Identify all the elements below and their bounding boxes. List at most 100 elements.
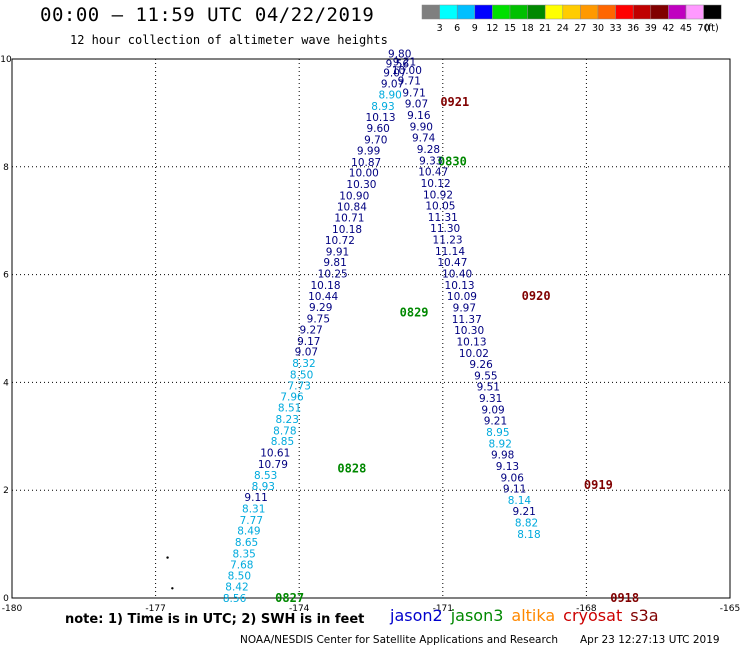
wave-height-value: 8.14 (508, 495, 532, 507)
time-label: 0918 (610, 591, 639, 605)
wave-height-value: 9.60 (366, 123, 389, 135)
wave-height-value: 10.47 (437, 257, 467, 269)
wave-height-value: 9.07 (383, 67, 406, 79)
wave-height-value: 10.61 (260, 447, 290, 459)
wave-height-value: 8.51 (278, 403, 301, 415)
wave-height-value: 9.07 (405, 99, 428, 111)
wave-height-value: 9.91 (326, 246, 349, 258)
wave-height-value: 10.09 (447, 291, 477, 303)
wave-height-value: 9.98 (491, 450, 514, 462)
wave-height-value: 9.56 (386, 58, 410, 70)
color-scale-label: 12 (486, 23, 498, 34)
wave-height-value: 8.49 (237, 526, 260, 538)
wave-height-value: 10.90 (339, 190, 369, 202)
wave-height-value: 8.82 (515, 518, 538, 530)
wave-height-value: 10.72 (325, 235, 355, 247)
wave-height-value: 10.44 (308, 291, 338, 303)
wave-height-value: 9.75 (307, 313, 330, 325)
wave-height-value: 11.31 (428, 212, 458, 224)
wave-height-value: 11.23 (433, 235, 463, 247)
wave-height-value: 10.13 (445, 280, 475, 292)
x-tick-label: -171 (433, 604, 453, 614)
wave-height-value: 7.68 (230, 560, 253, 572)
color-scale-swatch (474, 4, 493, 20)
wave-height-value: 11.30 (430, 223, 460, 235)
time-label: 0830 (438, 154, 467, 168)
wave-height-value: 8.50 (290, 369, 313, 381)
wave-height-value: 10.00 (392, 65, 422, 77)
color-scale-label: 33 (610, 23, 622, 34)
wave-height-value: 9.55 (474, 370, 497, 382)
color-scale-swatch (492, 4, 511, 20)
x-tick-label: -165 (720, 604, 740, 614)
color-scale-swatch (509, 4, 528, 20)
wave-height-value: 9.70 (364, 134, 387, 146)
legend-entry-cryosat: cryosat (563, 606, 623, 625)
wave-height-value: 8.90 (378, 90, 401, 102)
color-scale-unit: (ft) (704, 23, 718, 34)
legend-entry-jason2: jason2 (390, 606, 443, 625)
wave-height-value: 9.21 (484, 416, 507, 428)
wave-height-value: 10.84 (337, 202, 367, 214)
wave-height-value: 7.73 (288, 381, 311, 393)
time-label: 0828 (337, 462, 366, 476)
color-scale-label: 39 (645, 23, 657, 34)
wave-height-value: 10.02 (459, 348, 489, 360)
wave-height-value: 9.80 (388, 49, 411, 61)
wave-height-value: 8.18 (517, 529, 540, 541)
legend-entry-altika: altika (511, 606, 556, 625)
x-tick-label: -174 (289, 604, 310, 614)
wave-height-value: 9.29 (309, 302, 332, 314)
wave-height-value: 8.35 (232, 548, 255, 560)
wave-height-value: 9.26 (469, 359, 493, 371)
wave-height-value: 9.71 (398, 76, 421, 88)
color-scale-label: 42 (662, 23, 674, 34)
credit-text: NOAA/NESDIS Center for Satellite Applica… (240, 634, 558, 646)
color-scale-label: 6 (454, 23, 460, 34)
page-title: 00:00 – 11:59 UTC 04/22/2019 (40, 4, 375, 26)
wave-height-value: 8.92 (489, 438, 512, 450)
wave-height-value: 8.23 (276, 414, 299, 426)
color-scale-swatch (580, 4, 599, 20)
time-label: 0919 (584, 478, 613, 492)
wave-height-value: 9.21 (393, 57, 416, 69)
y-tick-label: 8 (3, 163, 9, 173)
wave-height-value: 10.18 (310, 280, 340, 292)
wave-height-value: 10.79 (258, 459, 288, 471)
legend-entry-jason3: jason3 (450, 606, 504, 625)
wave-height-value: 9.13 (496, 461, 519, 473)
wave-height-value: 8.78 (273, 425, 296, 437)
y-tick-label: 10 (0, 55, 12, 65)
wave-height-value: 9.21 (512, 506, 535, 518)
color-scale-label: 15 (504, 23, 516, 34)
wave-height-value: 7.96 (280, 391, 304, 403)
wave-height-value: 8.42 (225, 582, 248, 594)
wave-height-value: 9.31 (479, 393, 502, 405)
wave-height-value: 11.14 (435, 246, 465, 258)
wave-height-value: 10.47 (418, 167, 448, 179)
wave-height-value: 10.13 (366, 112, 396, 124)
plot-frame (11, 58, 731, 599)
wave-height-value: 10.13 (456, 336, 486, 348)
color-scale-label: 27 (574, 23, 586, 34)
wave-height-value: 9.90 (410, 121, 433, 133)
color-scale-swatch (439, 4, 458, 20)
wave-height-value: 10.87 (351, 157, 381, 169)
wave-height-value: 9.09 (481, 404, 504, 416)
wave-height-value: 9.16 (407, 110, 431, 122)
page-subtitle: 12 hour collection of altimeter wave hei… (70, 33, 388, 47)
wave-height-value: 8.65 (235, 537, 258, 549)
wave-height-value: 9.74 (412, 133, 436, 145)
wave-height-value: 8.56 (223, 593, 247, 605)
wave-height-value: 10.30 (454, 325, 484, 337)
wave-height-value: 9.71 (402, 87, 425, 99)
wave-height-value: 9.17 (297, 336, 320, 348)
wave-height-value: 10.71 (334, 212, 364, 224)
x-tick-label: -180 (2, 604, 23, 614)
wave-height-value: 9.28 (417, 144, 440, 156)
wave-height-value: 8.53 (254, 470, 277, 482)
wave-height-value: 9.33 (419, 155, 442, 167)
x-tick-label: -168 (576, 604, 597, 614)
wave-height-value: 8.93 (371, 101, 394, 113)
timestamp: Apr 23 12:27:13 UTC 2019 (580, 634, 720, 646)
